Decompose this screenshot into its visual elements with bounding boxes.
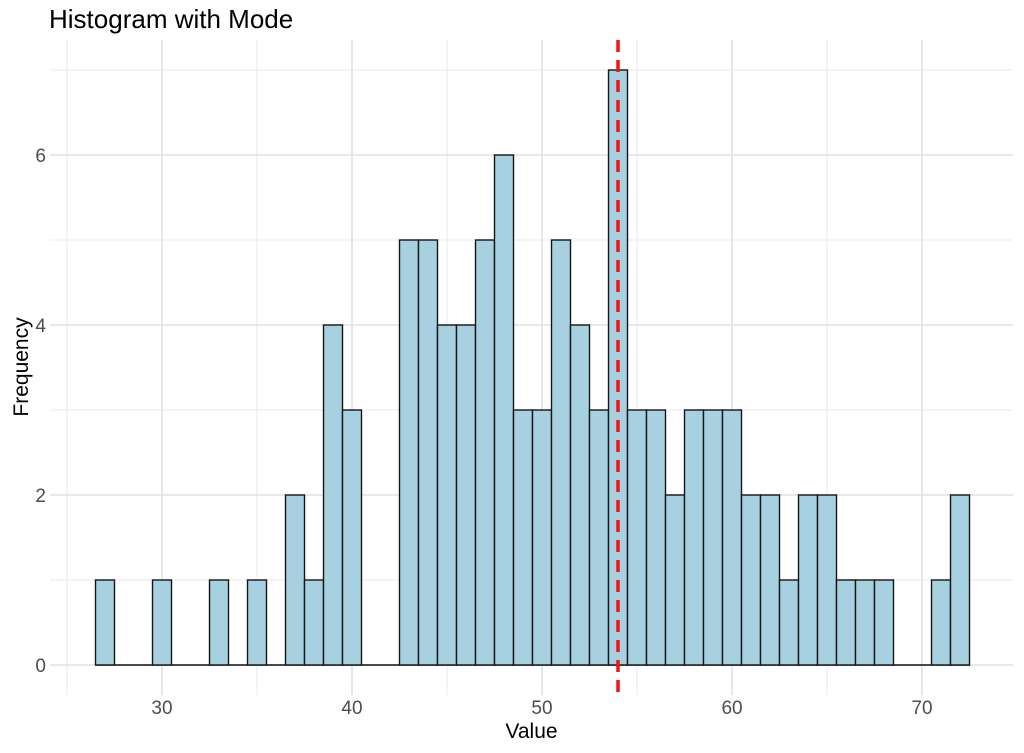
histogram-bar [702, 409, 724, 666]
histogram-bar [151, 579, 173, 666]
histogram-bar [284, 494, 306, 666]
histogram-bar [569, 324, 591, 666]
x-tick-label: 50 [531, 698, 552, 719]
y-tick-label: 6 [35, 146, 46, 167]
histogram-bar [721, 409, 743, 666]
histogram-bar [474, 239, 496, 666]
y-tick-label: 0 [35, 656, 46, 677]
x-tick-label: 60 [721, 698, 742, 719]
histogram-bar [683, 409, 705, 666]
y-tick-label: 4 [35, 316, 46, 337]
histogram-bar [854, 579, 876, 666]
histogram-bar [455, 324, 477, 666]
histogram-bar [417, 239, 439, 666]
y-tick-label: 2 [35, 486, 46, 507]
histogram-bar [949, 494, 971, 666]
histogram-bar [246, 579, 268, 666]
x-axis-title: Value [505, 720, 558, 743]
histogram-bar [341, 409, 363, 666]
histogram-bar [531, 409, 553, 666]
x-tick-label: 40 [341, 698, 362, 719]
histogram-bar [759, 494, 781, 666]
histogram-bar [797, 494, 819, 666]
histogram-bar [816, 494, 838, 666]
histogram-bar [778, 579, 800, 666]
histogram-bar [493, 154, 515, 666]
histogram-bar [398, 239, 420, 666]
x-tick-label: 70 [911, 698, 932, 719]
x-tick-label: 30 [151, 698, 172, 719]
histogram-bar [303, 579, 325, 666]
histogram-bar [930, 579, 952, 666]
histogram-bar [873, 579, 895, 666]
histogram-bar [588, 409, 610, 666]
histogram-bar [322, 324, 344, 666]
histogram-bar [664, 494, 686, 666]
chart-title: Histogram with Mode [49, 4, 294, 34]
histogram-bar [436, 324, 458, 666]
histogram-bar [835, 579, 857, 666]
histogram-bar [512, 409, 534, 666]
histogram-bar [208, 579, 230, 666]
histogram-bar [550, 239, 572, 666]
histogram-bar [645, 409, 667, 666]
histogram-bar [740, 494, 762, 666]
histogram-bar [626, 409, 648, 666]
histogram-bar [94, 579, 116, 666]
